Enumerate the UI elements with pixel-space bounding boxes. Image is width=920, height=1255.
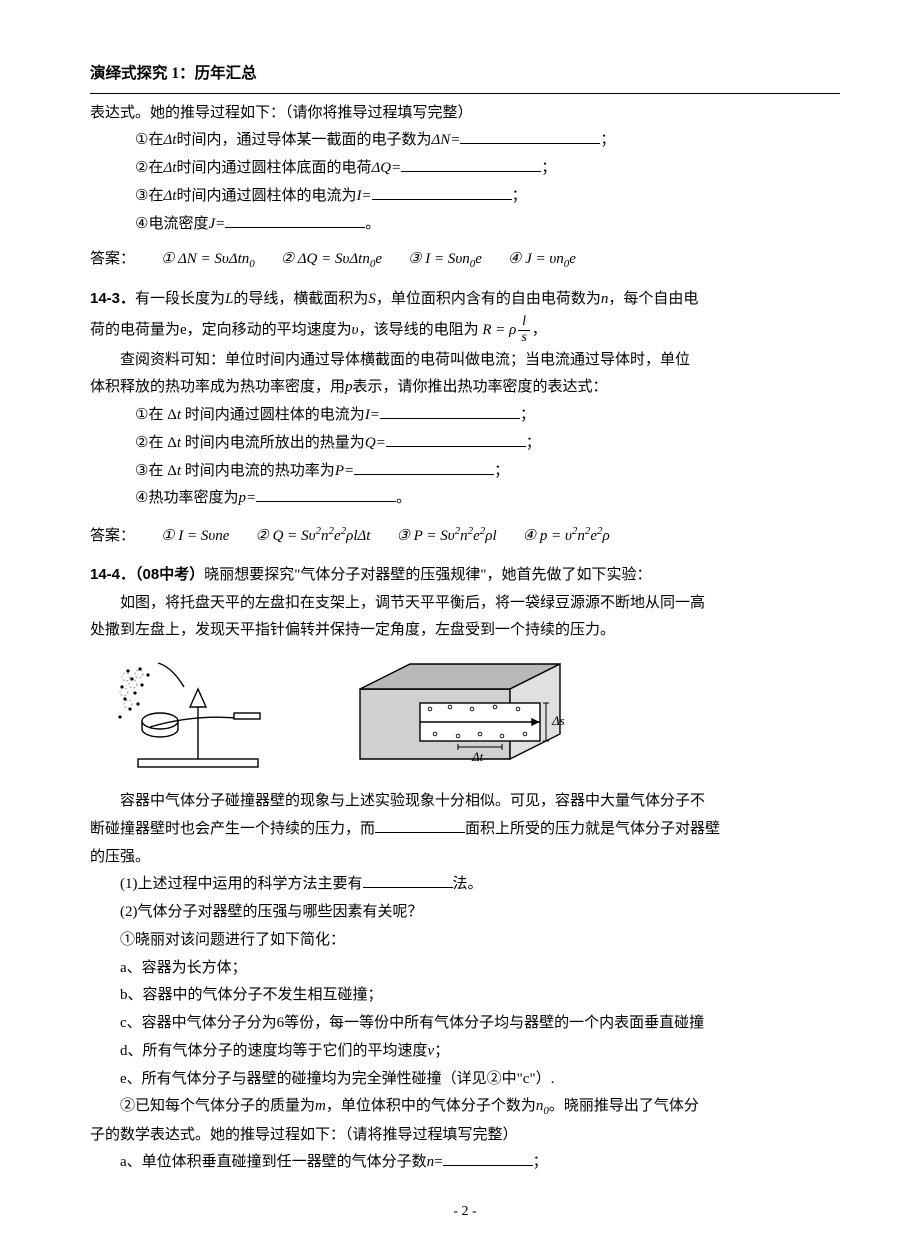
q14-2-item-3: ③在Δt时间内通过圆柱体的电流为I=； [90,183,840,211]
q14-4-p2: 处撒到左盘上，发现天平指针偏转并保持一定角度，左盘受到一个持续的压力。 [90,617,840,645]
q14-4-p0: 14-4．（08中考）晓丽想要探究"气体分子对器壁的压强规律"，她首先做了如下实… [90,561,840,590]
page-header: 演绎式探究 1：历年汇总 [90,60,840,89]
balance-figure [110,659,280,774]
q14-4-d: d、所有气体分子的速度均等于它们的平均速度v； [90,1038,840,1066]
q14-2-item-4: ④电流密度J=。 [90,211,840,239]
q14-3-p3: 查阅资料可知：单位时间内通过导体横截面的电荷叫做电流；当电流通过导体时，单位 [90,347,840,375]
q14-4-b: b、容器中的气体分子不发生相互碰撞； [90,982,840,1010]
q14-4-c: c、容器中气体分子分为6等份，每一等份中所有气体分子均与器壁的一个内表面垂直碰撞 [90,1010,840,1038]
q14-4-s2-3: a、单位体积垂直碰撞到任一器壁的气体分子数n=； [90,1149,840,1177]
q14-3-p1: 14-3．有一段长度为L的导线，横截面积为S，单位面积内含有的自由电荷数为n，每… [90,285,840,314]
q14-3-item-4: ④热功率密度为p=。 [90,485,840,513]
q14-4-q2: (2)气体分子对器壁的压强与哪些因素有关呢？ [90,899,840,927]
q14-4-p1: 如图，将托盘天平的左盘扣在支架上，调节天平平衡后，将一袋绿豆源源不断地从同一高 [90,590,840,618]
intro-line: 表达式。她的推导过程如下：（请你将推导过程填写完整） [90,100,840,128]
q14-4-s2-1: ②已知每个气体分子的质量为m，单位体积中的气体分子个数为n0。晓丽推导出了气体分 [90,1093,840,1121]
q14-2-item-1: ①在Δt时间内，通过导体某一截面的电子数为ΔN=； [90,127,840,155]
q14-4-e: e、所有气体分子与器壁的碰撞均为完全弹性碰撞（详见②中"c"）. [90,1066,840,1094]
box-figure: Δs Δt [350,659,580,774]
q14-3-answers: 答案： ① I = Sυne ② Q = Sυ2n2e2ρlΔt ③ P = S… [90,521,840,551]
q14-3-item-2: ②在 Δt 时间内电流所放出的热量为Q=； [90,430,840,458]
q14-3-p2: 荷的电荷量为e，定向移动的平均速度为υ，该导线的电阻为 R = ρls， [90,314,840,347]
label-ds: Δs [551,713,565,728]
q14-4-p3a: 容器中气体分子碰撞器壁的现象与上述实验现象十分相似。可见，容器中大量气体分子不 [90,788,840,816]
label-dt: Δt [471,749,484,764]
page-number: - 2 - [90,1199,840,1225]
header-rule [90,93,840,94]
q14-3-item-1: ①在 Δt 时间内通过圆柱体的电流为I=； [90,402,840,430]
q14-3-item-3: ③在 Δt 时间内电流的热功率为P=； [90,458,840,486]
q14-3-p4: 体积释放的热功率成为热功率密度，用p表示，请你推出热功率密度的表达式： [90,374,840,402]
q14-4-a: a、容器为长方体； [90,955,840,983]
q14-4-q1: (1)上述过程中运用的科学方法主要有法。 [90,871,840,899]
q14-4-s2-2: 子的数学表达式。她的推导过程如下：（请将推导过程填写完整） [90,1122,840,1150]
figure-row: Δs Δt [110,659,840,774]
q14-4-p3d: 的压强。 [90,844,840,872]
q14-4-s1: ①晓丽对该问题进行了如下简化： [90,927,840,955]
q14-2-item-2: ②在Δt时间内通过圆柱体底面的电荷ΔQ=； [90,155,840,183]
q14-4-p3b: 断碰撞器壁时也会产生一个持续的压力，而面积上所受的压力就是气体分子对器壁 [90,816,840,844]
q14-2-answers: 答案： ① ΔN = SυΔtn0 ② ΔQ = SυΔtn0e ③ I = S… [90,246,840,274]
